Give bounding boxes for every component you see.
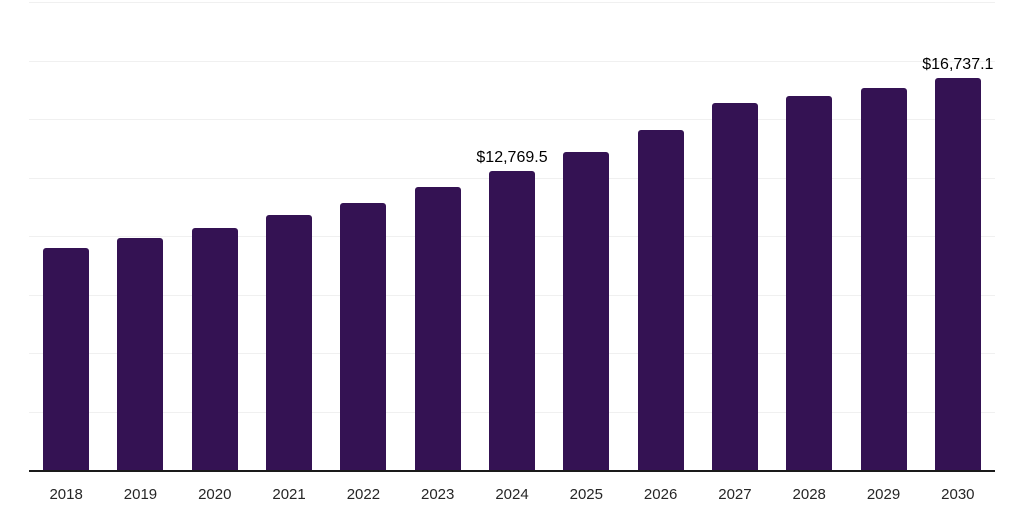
x-tick-label-2027: 2027 bbox=[718, 486, 752, 503]
gridline bbox=[29, 2, 995, 3]
x-tick-label-2019: 2019 bbox=[123, 486, 158, 503]
data-label-2024: $12,769.5 bbox=[476, 149, 548, 167]
x-tick-label-2028: 2028 bbox=[792, 486, 826, 503]
bar-2022[interactable] bbox=[340, 203, 387, 470]
bar-2019[interactable] bbox=[117, 238, 164, 470]
x-tick-label-2023: 2023 bbox=[421, 486, 455, 503]
bar-2025[interactable] bbox=[563, 152, 610, 470]
x-tick-label-2018: 2018 bbox=[49, 486, 83, 503]
bar-2027[interactable] bbox=[711, 102, 758, 470]
x-tick-label-2022: 2022 bbox=[346, 486, 381, 503]
x-axis-line bbox=[29, 470, 995, 472]
bar-2023[interactable] bbox=[414, 187, 461, 470]
bar-2018[interactable] bbox=[43, 247, 90, 470]
x-tick-label-2025: 2025 bbox=[569, 486, 603, 503]
bar-2024[interactable] bbox=[489, 171, 535, 470]
bar-2020[interactable] bbox=[191, 228, 238, 470]
x-tick-label-2024: 2024 bbox=[495, 486, 529, 503]
gridline bbox=[29, 60, 995, 62]
bar-2021[interactable] bbox=[266, 214, 313, 470]
bar-2026[interactable] bbox=[637, 129, 684, 470]
bar-2028[interactable] bbox=[786, 95, 833, 470]
data-label-2030: $16,737.1 bbox=[922, 56, 994, 74]
x-tick-label-2020: 2020 bbox=[198, 486, 232, 503]
bar-2030[interactable] bbox=[934, 78, 981, 470]
x-tick-label-2026: 2026 bbox=[643, 486, 678, 503]
x-tick-label-2029: 2029 bbox=[866, 486, 901, 503]
x-tick-label-2030: 2030 bbox=[941, 486, 975, 503]
gridline bbox=[29, 119, 995, 120]
x-tick-label-2021: 2021 bbox=[272, 486, 306, 503]
bar-2029[interactable] bbox=[860, 87, 907, 470]
